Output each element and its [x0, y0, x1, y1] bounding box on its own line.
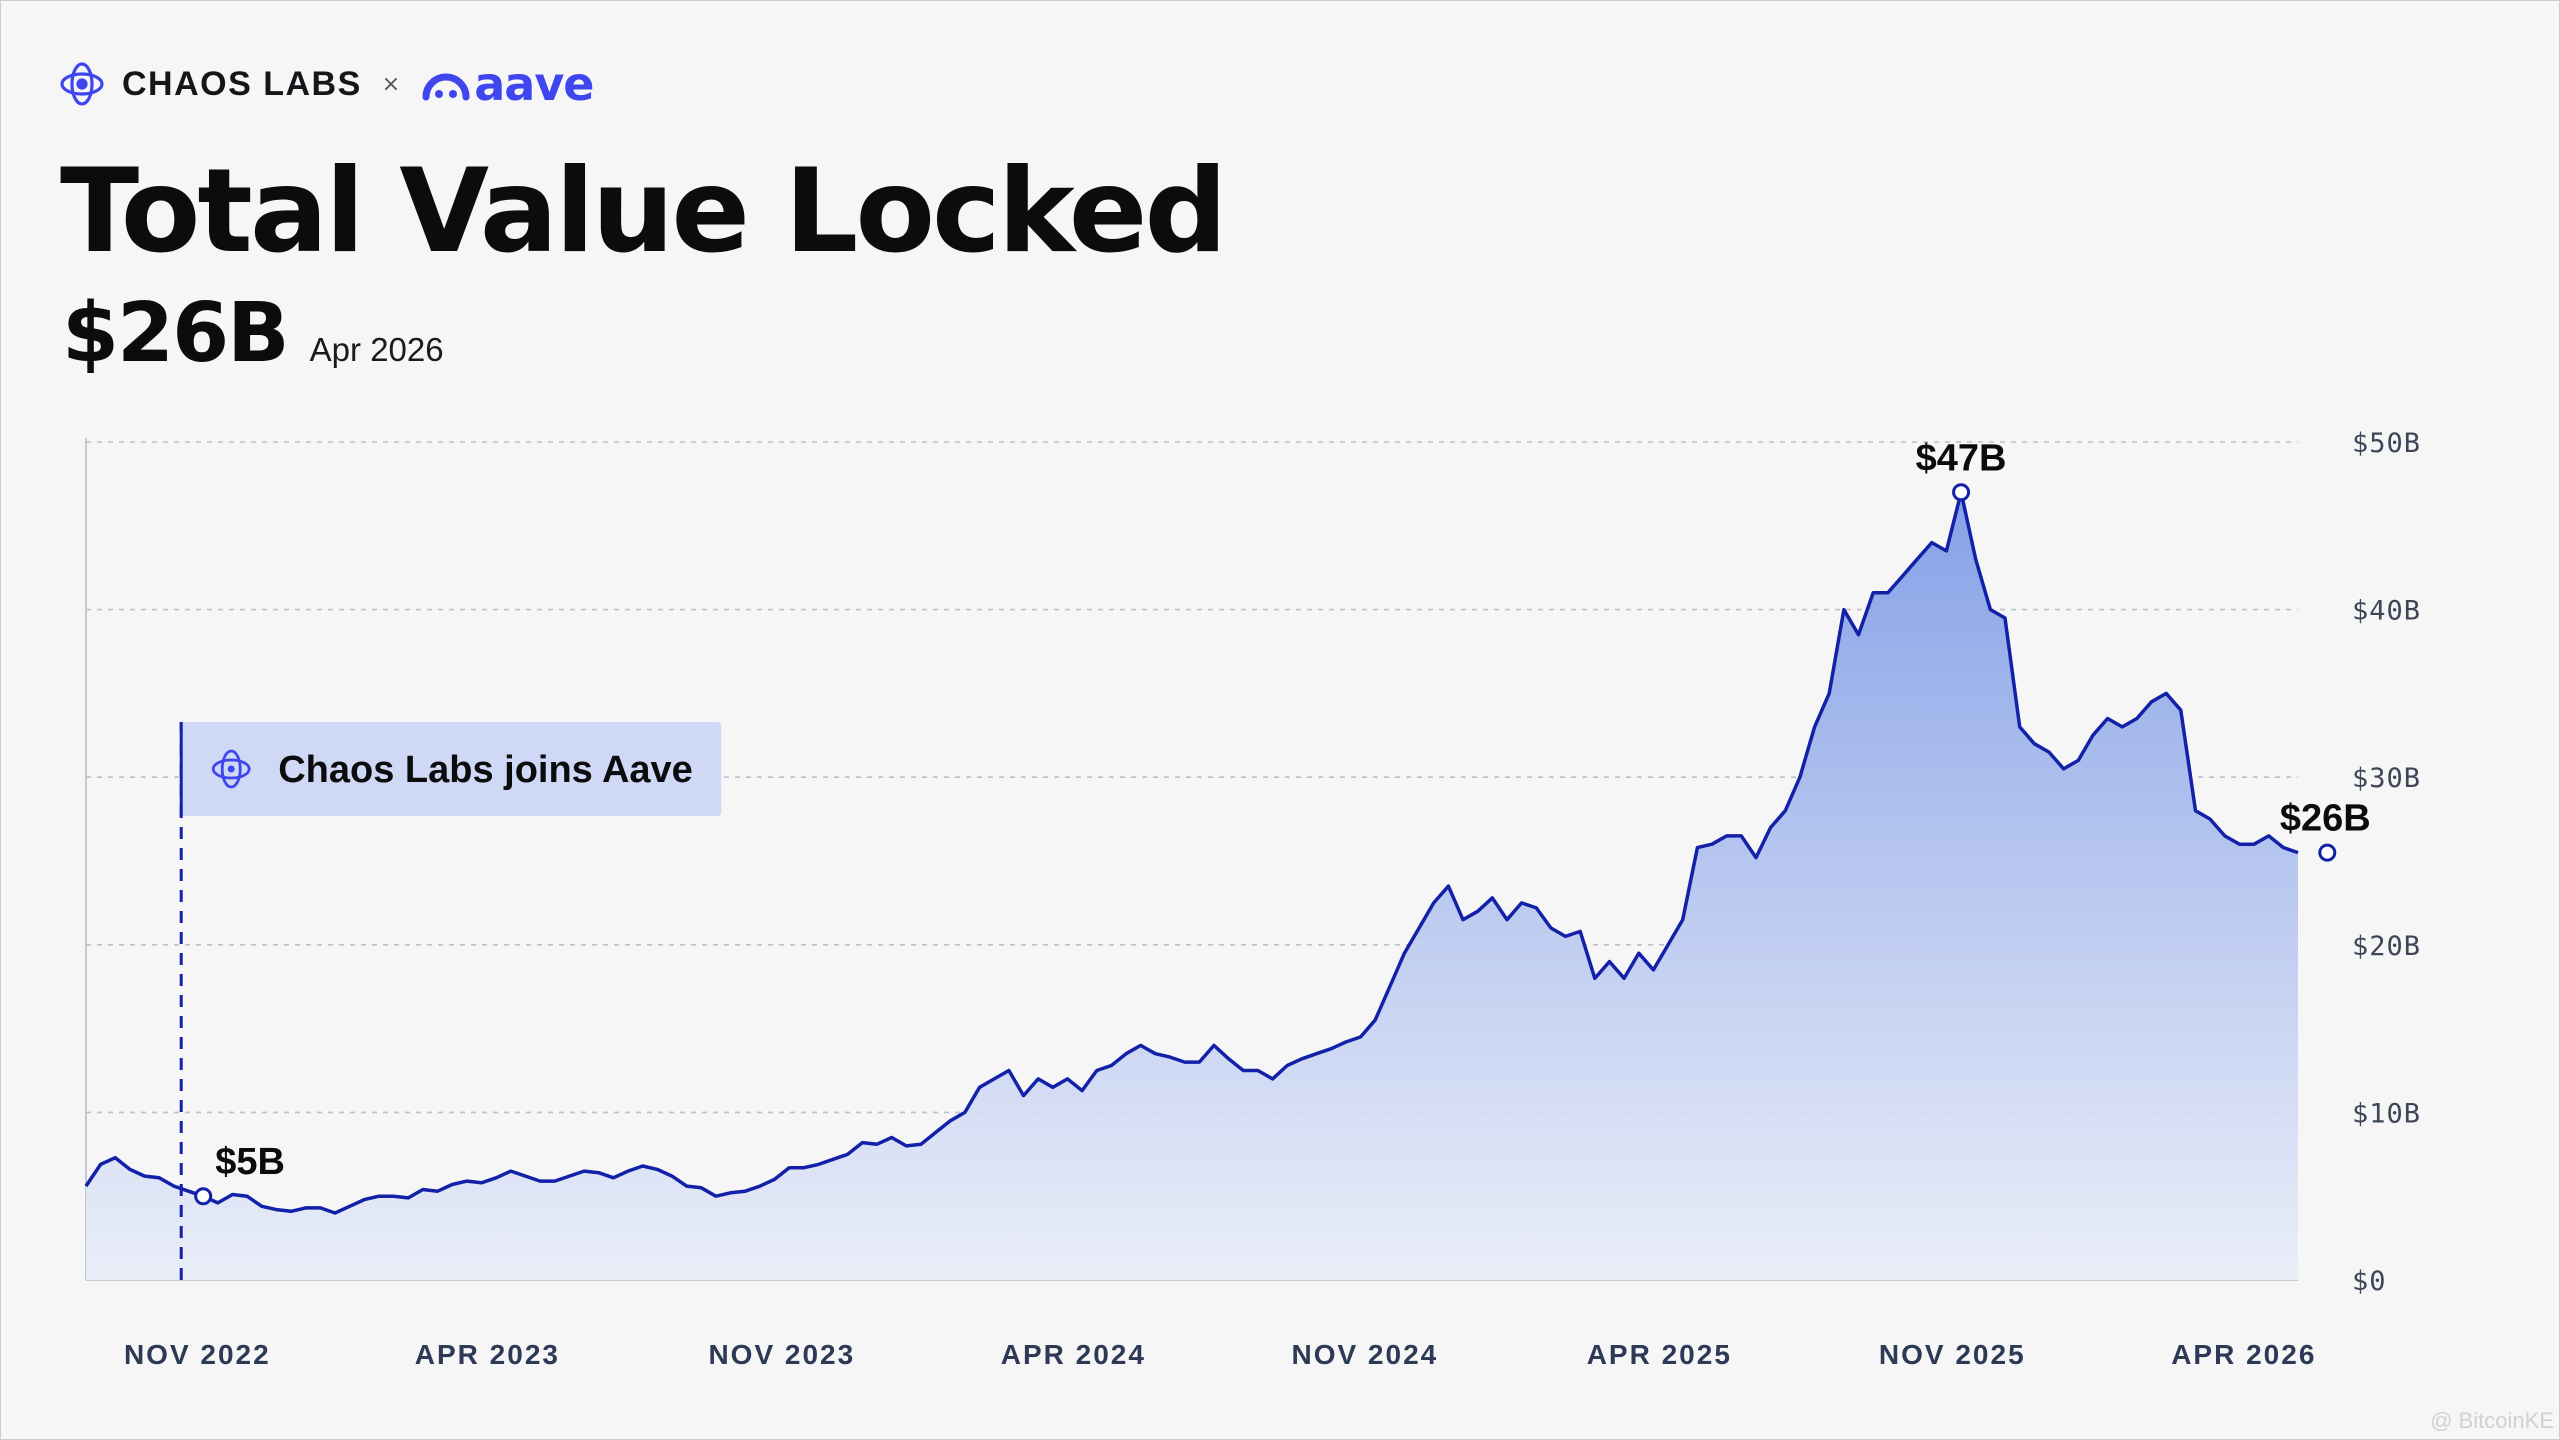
chart-title: Total Value Locked: [60, 144, 1228, 279]
data-point-marker: [194, 1187, 213, 1206]
x-tick-label: NOV 2023: [708, 1339, 855, 1370]
x-tick-label: NOV 2024: [1291, 1339, 1438, 1370]
tvl-area-fill: [86, 492, 2298, 1280]
aave-wordmark: aave: [474, 57, 594, 111]
current-tvl-date: Apr 2026: [309, 331, 444, 368]
event-logo-icon: [211, 749, 251, 789]
brand-separator: ×: [381, 71, 401, 97]
data-label: $5B: [215, 1141, 285, 1183]
y-tick-label: $50B: [2352, 428, 2421, 459]
data-point-marker: [2318, 843, 2337, 862]
event-callout-box: [181, 722, 722, 816]
brand-bar: CHAOS LABS × aave: [56, 56, 595, 112]
x-tick-label: NOV 2025: [1879, 1339, 2026, 1370]
x-tick-label: APR 2024: [1001, 1339, 1146, 1370]
y-tick-label: $10B: [2352, 1098, 2421, 1129]
tvl-line: [84, 490, 2299, 1215]
y-tick-label: $20B: [2352, 931, 2421, 962]
y-tick-label: $0: [2352, 1266, 2387, 1297]
aave-ghost-logo-icon: [422, 73, 470, 101]
data-label: $26B: [2280, 798, 2371, 840]
data-point-marker: [1952, 483, 1971, 502]
current-tvl: $26B Apr 2026: [62, 286, 444, 381]
x-tick-label: APR 2026: [2171, 1339, 2316, 1370]
x-tick-label: APR 2025: [1587, 1339, 1732, 1370]
x-tick-label: NOV 2022: [124, 1339, 271, 1370]
data-label: $47B: [1916, 437, 2007, 479]
x-tick-label: APR 2023: [415, 1339, 560, 1370]
current-tvl-value: $26B: [62, 286, 290, 381]
chaos-labs-logo-icon: [60, 62, 104, 106]
y-tick-label: $40B: [2352, 596, 2421, 627]
chaos-labs-wordmark: CHAOS LABS: [122, 64, 362, 103]
event-callout-label: Chaos Labs joins Aave: [278, 749, 693, 791]
y-tick-label: $30B: [2352, 763, 2421, 794]
watermark: @ BitcoinKE: [2430, 1408, 2554, 1433]
